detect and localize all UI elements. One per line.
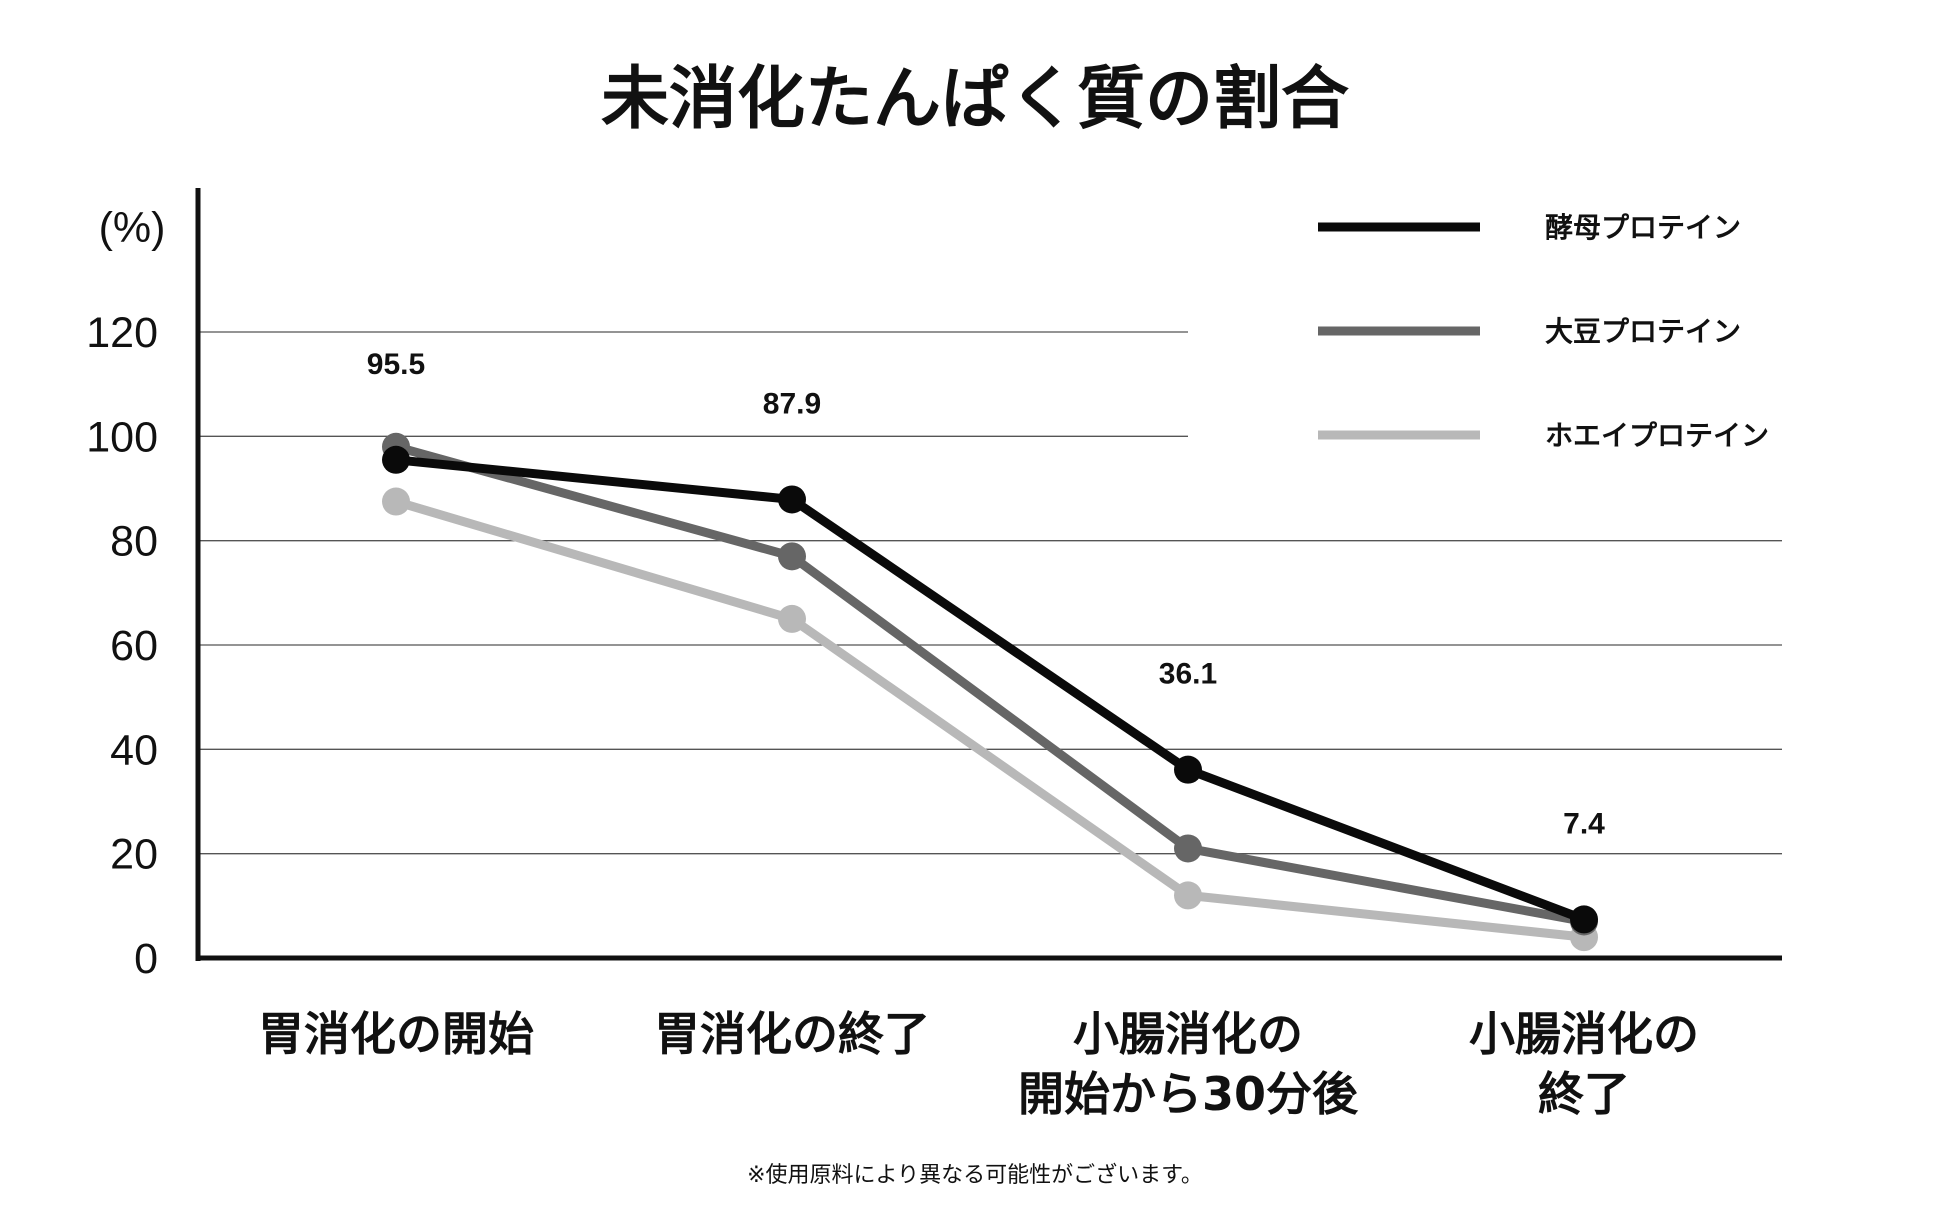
x-category-label: 開始から30分後 [1018, 1067, 1359, 1121]
y-axis-unit-label: (%) [99, 204, 166, 252]
data-point [778, 542, 806, 571]
y-tick-label: 100 [86, 413, 158, 461]
data-label: 7.4 [1563, 807, 1605, 840]
data-point [778, 604, 806, 633]
x-category-label: 終了 [1538, 1067, 1630, 1121]
y-tick-label: 0 [134, 935, 158, 983]
data-point [778, 485, 806, 514]
y-tick-label: 40 [110, 726, 158, 774]
legend-label: 大豆プロテイン [1545, 315, 1741, 348]
series-line [391, 497, 1589, 942]
y-tick-label: 60 [110, 622, 158, 670]
series-lines [382, 432, 1598, 952]
data-point [382, 445, 410, 474]
data-labels: 95.5 87.9 36.1 7.4 [367, 348, 1605, 841]
gridlines [198, 331, 1782, 855]
data-label: 95.5 [367, 348, 425, 381]
legend-label: ホエイプロテイン [1545, 419, 1769, 452]
footnote: ※使用原料により異なる可能性がございます。 [747, 1162, 1203, 1188]
y-tick-label: 20 [110, 831, 158, 879]
legend-label: 酵母プロテイン [1545, 211, 1741, 244]
series-line [391, 455, 1589, 924]
chart-title: 未消化たんぱく質の割合 [601, 60, 1349, 139]
data-label: 36.1 [1159, 658, 1217, 691]
x-category-label: 小腸消化の [1469, 1007, 1699, 1061]
data-label: 87.9 [763, 387, 821, 420]
x-category-label: 胃消化の終了 [654, 1007, 930, 1061]
series-line [391, 442, 1589, 926]
data-point [1174, 755, 1202, 784]
data-point [1570, 905, 1598, 934]
y-tick-label: 80 [110, 518, 158, 566]
data-point [1174, 834, 1202, 863]
y-tick-label: 120 [86, 309, 158, 357]
data-point [1174, 881, 1202, 910]
y-axis-ticks: 0 20 40 60 80 100 120 [86, 309, 158, 983]
x-category-label: 小腸消化の [1073, 1007, 1303, 1061]
axes [195, 188, 1782, 961]
x-category-label: 胃消化の開始 [258, 1007, 534, 1061]
data-point [382, 487, 410, 516]
